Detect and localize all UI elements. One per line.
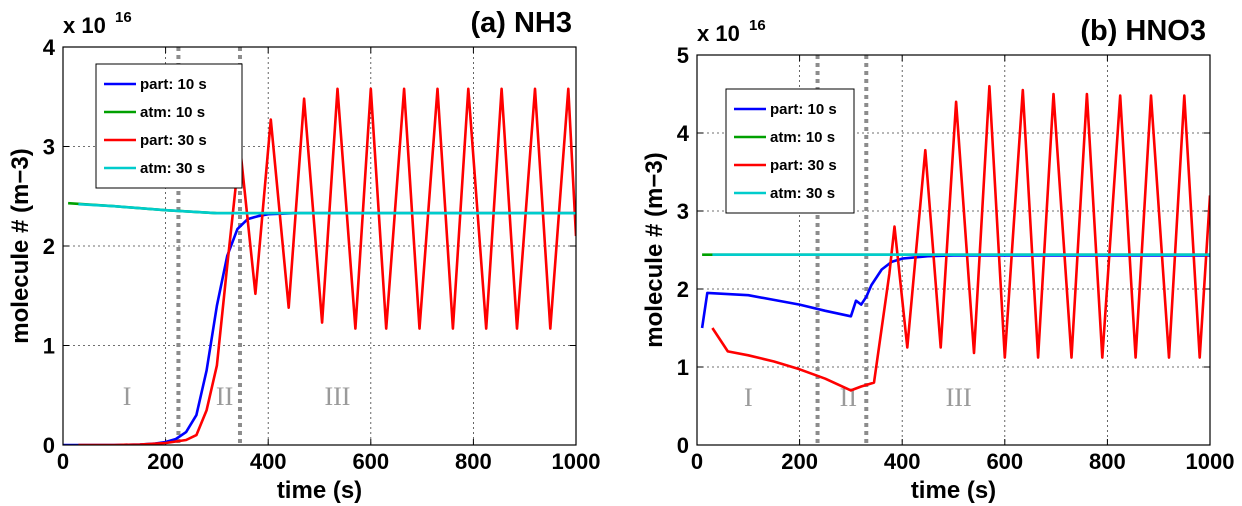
- y-multiplier-base: x 10: [697, 21, 740, 46]
- y-tick-label: 4: [677, 121, 690, 146]
- x-tick-label: 1000: [1186, 449, 1235, 474]
- plot-frame: [696, 54, 1211, 446]
- legend: part: 10 s atm: 10 s part: 30 s atm: 30 s: [95, 63, 243, 189]
- x-tick-label: 200: [781, 449, 818, 474]
- legend-entry: part: 30 s: [140, 132, 207, 149]
- x-tick-label: 800: [455, 449, 492, 474]
- legend-entry: atm: 30 s: [770, 185, 835, 202]
- legend-entry: atm: 30 s: [140, 160, 205, 177]
- x-tick-label: 200: [147, 449, 184, 474]
- y-tick-label: 1: [677, 355, 689, 380]
- y-multiplier-exponent: 16: [115, 9, 132, 26]
- region-label: II: [216, 382, 233, 411]
- legend-entry: part: 30 s: [770, 157, 837, 174]
- series-line-2: [78, 87, 576, 445]
- y-tick-label: 0: [677, 433, 689, 458]
- legend-entry: part: 10 s: [770, 101, 837, 118]
- x-tick-label: 600: [986, 449, 1023, 474]
- y-tick-label: 2: [677, 277, 689, 302]
- y-axis-label: molecule # (m−3): [641, 152, 668, 347]
- x-tick-label: 0: [691, 449, 703, 474]
- y-tick-label: 2: [43, 234, 55, 259]
- series-line-0: [63, 211, 576, 445]
- y-tick-label: 3: [43, 135, 55, 160]
- chart-title: (a) NH3: [470, 7, 572, 39]
- y-axis-label: molecule # (m−3): [7, 148, 34, 343]
- region-label: I: [123, 382, 132, 411]
- y-tick-label: 1: [43, 334, 55, 359]
- legend-entry: atm: 10 s: [770, 129, 835, 146]
- x-axis-label: time (s): [911, 477, 996, 504]
- y-tick-label: 3: [677, 199, 689, 224]
- legend: part: 10 s atm: 10 s part: 30 s atm: 30 s: [725, 88, 855, 214]
- y-multiplier-exponent: 16: [749, 17, 766, 34]
- y-multiplier-base: x 10: [63, 13, 106, 38]
- x-tick-label: 400: [884, 449, 921, 474]
- x-tick-label: 800: [1089, 449, 1126, 474]
- region-label: I: [744, 383, 753, 412]
- series-line-2: [711, 84, 1210, 392]
- x-tick-label: 400: [250, 449, 287, 474]
- chart-title: (b) HNO3: [1080, 15, 1206, 47]
- x-tick-label: 0: [57, 449, 69, 474]
- x-axis-label: time (s): [277, 477, 362, 504]
- plot-frame: [62, 46, 577, 446]
- region-label: III: [324, 382, 350, 411]
- y-tick-label: 5: [677, 43, 689, 68]
- y-tick-label: 4: [43, 35, 56, 60]
- legend-entry: part: 10 s: [140, 76, 207, 93]
- region-label: III: [946, 383, 972, 412]
- x-tick-label: 600: [352, 449, 389, 474]
- legend-entry: atm: 10 s: [140, 104, 205, 121]
- series-line-3: [78, 202, 576, 215]
- x-tick-label: 1000: [552, 449, 601, 474]
- y-tick-label: 0: [43, 433, 55, 458]
